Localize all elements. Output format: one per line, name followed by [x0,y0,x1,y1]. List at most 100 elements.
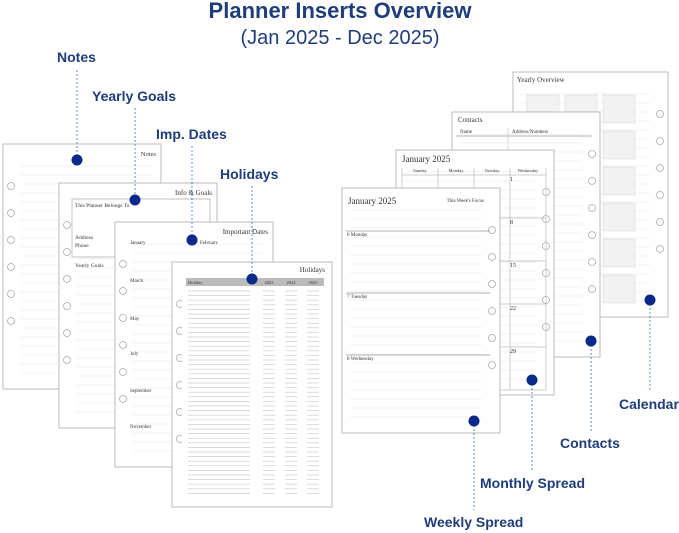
callout-dot [129,194,141,206]
sheet-text: Yearly Overview [517,76,566,84]
punch-hole [488,280,496,288]
mini-cal [602,202,636,232]
punch-hole [588,204,596,212]
callout: Holidays [220,166,279,182]
punch-hole [119,395,127,403]
punch-hole [656,110,664,118]
punch-hole [656,164,664,172]
callout-dot [186,234,198,246]
sheet-text: May [130,317,140,322]
punch-hole [488,307,496,315]
title: Planner Inserts Overview [209,0,473,23]
sheet-text: September [130,389,152,394]
punch-hole [656,137,664,145]
sheet-text: 22 [510,306,516,312]
sheet-cover [182,267,328,503]
sheet-text: Wednesday [518,168,539,173]
callout: Calendar [619,396,679,412]
sheet-text: Notes [141,151,157,158]
punch-hole [119,368,127,376]
sheet-text: January 2025 [348,196,397,206]
column-head: Holiday [188,280,203,285]
mini-cal [602,166,636,196]
sheet-text: Contacts [458,116,483,124]
decorations: Yearly Overview Contacts Name Address/Numbe… [2,70,669,510]
punch-hole [488,226,496,234]
punch-hole [656,245,664,253]
sheet-text: November [130,425,151,430]
sheet-text: Monday [449,168,465,173]
punch-hole [63,221,71,229]
callout-dot [644,294,656,306]
punch-hole [119,260,127,268]
punch-hole [588,177,596,185]
sheet-text: Address/Numbers [512,130,548,135]
punch-hole [7,182,15,190]
punch-hole [119,287,127,295]
sheet-text: Address [75,235,93,241]
punch-hole [63,302,71,310]
sheet-text: Yearly Goals [75,263,104,269]
callout: Monthly Spread [480,475,585,491]
mini-cal [602,238,636,268]
punch-hole [488,334,496,342]
punch-hole [588,258,596,266]
sheet-text: Important Dates [223,228,269,236]
sheet-text: 8 Wednesday [347,357,374,362]
punch-hole [588,285,596,293]
sheet-text: 7 Tuesday [347,295,368,300]
callout: Yearly Goals [92,88,176,104]
sheet-text: This Planner Belongs To [75,203,130,209]
mini-cal [602,130,636,160]
punch-hole [488,253,496,261]
punch-hole [7,236,15,244]
column-head: 2024 [287,280,297,285]
punch-hole [119,341,127,349]
sheet-text: 15 [510,263,516,269]
sheet-text: 29 [510,349,516,355]
punch-hole [656,191,664,199]
sheet-text: Sunday [413,168,427,173]
sheet-text: January [130,241,146,246]
labels: Planner Inserts Overview (Jan 2025 - Dec… [57,0,679,530]
punch-hole [7,209,15,217]
punch-hole [119,314,127,322]
sheet-text: This Week's Focus [447,199,484,204]
column-head: 2025 [309,280,319,285]
sheet [341,187,501,434]
punch-hole [488,361,496,369]
punch-hole [63,248,71,256]
callout-dot [246,273,258,285]
punch-hole [63,329,71,337]
callout: Imp. Dates [156,126,227,142]
mini-cal [602,94,636,124]
sheet-text: January 2025 [402,154,451,164]
sheet-text: Name [460,130,473,135]
sheet-text: Info & Goals [175,189,212,197]
callout-dot [526,374,538,386]
sheet-text: July [130,352,139,357]
callout: Contacts [560,435,620,451]
punch-hole [63,275,71,283]
sheet-text: 1 [510,177,513,183]
sheet-text: Holidays [300,266,326,274]
sheet-text: Phone [75,243,89,249]
sheet-text: Tuesday [484,168,500,173]
column-head: 2023 [265,280,275,285]
subtitle: (Jan 2025 - Dec 2025) [240,27,439,49]
callout-dot [468,415,480,427]
punch-hole [588,231,596,239]
punch-hole [656,218,664,226]
callout-dot [71,154,83,166]
callout: Weekly Spread [424,514,523,530]
callout-dot [585,335,597,347]
callout: Notes [57,49,96,65]
sheet-text: February [200,241,219,246]
mini-cal [602,274,636,304]
punch-hole [7,290,15,298]
punch-hole [63,356,71,364]
sheet-text: March [130,279,144,284]
sheet-text: 6 Monday [347,233,368,238]
sheet-text: 8 [510,220,513,226]
